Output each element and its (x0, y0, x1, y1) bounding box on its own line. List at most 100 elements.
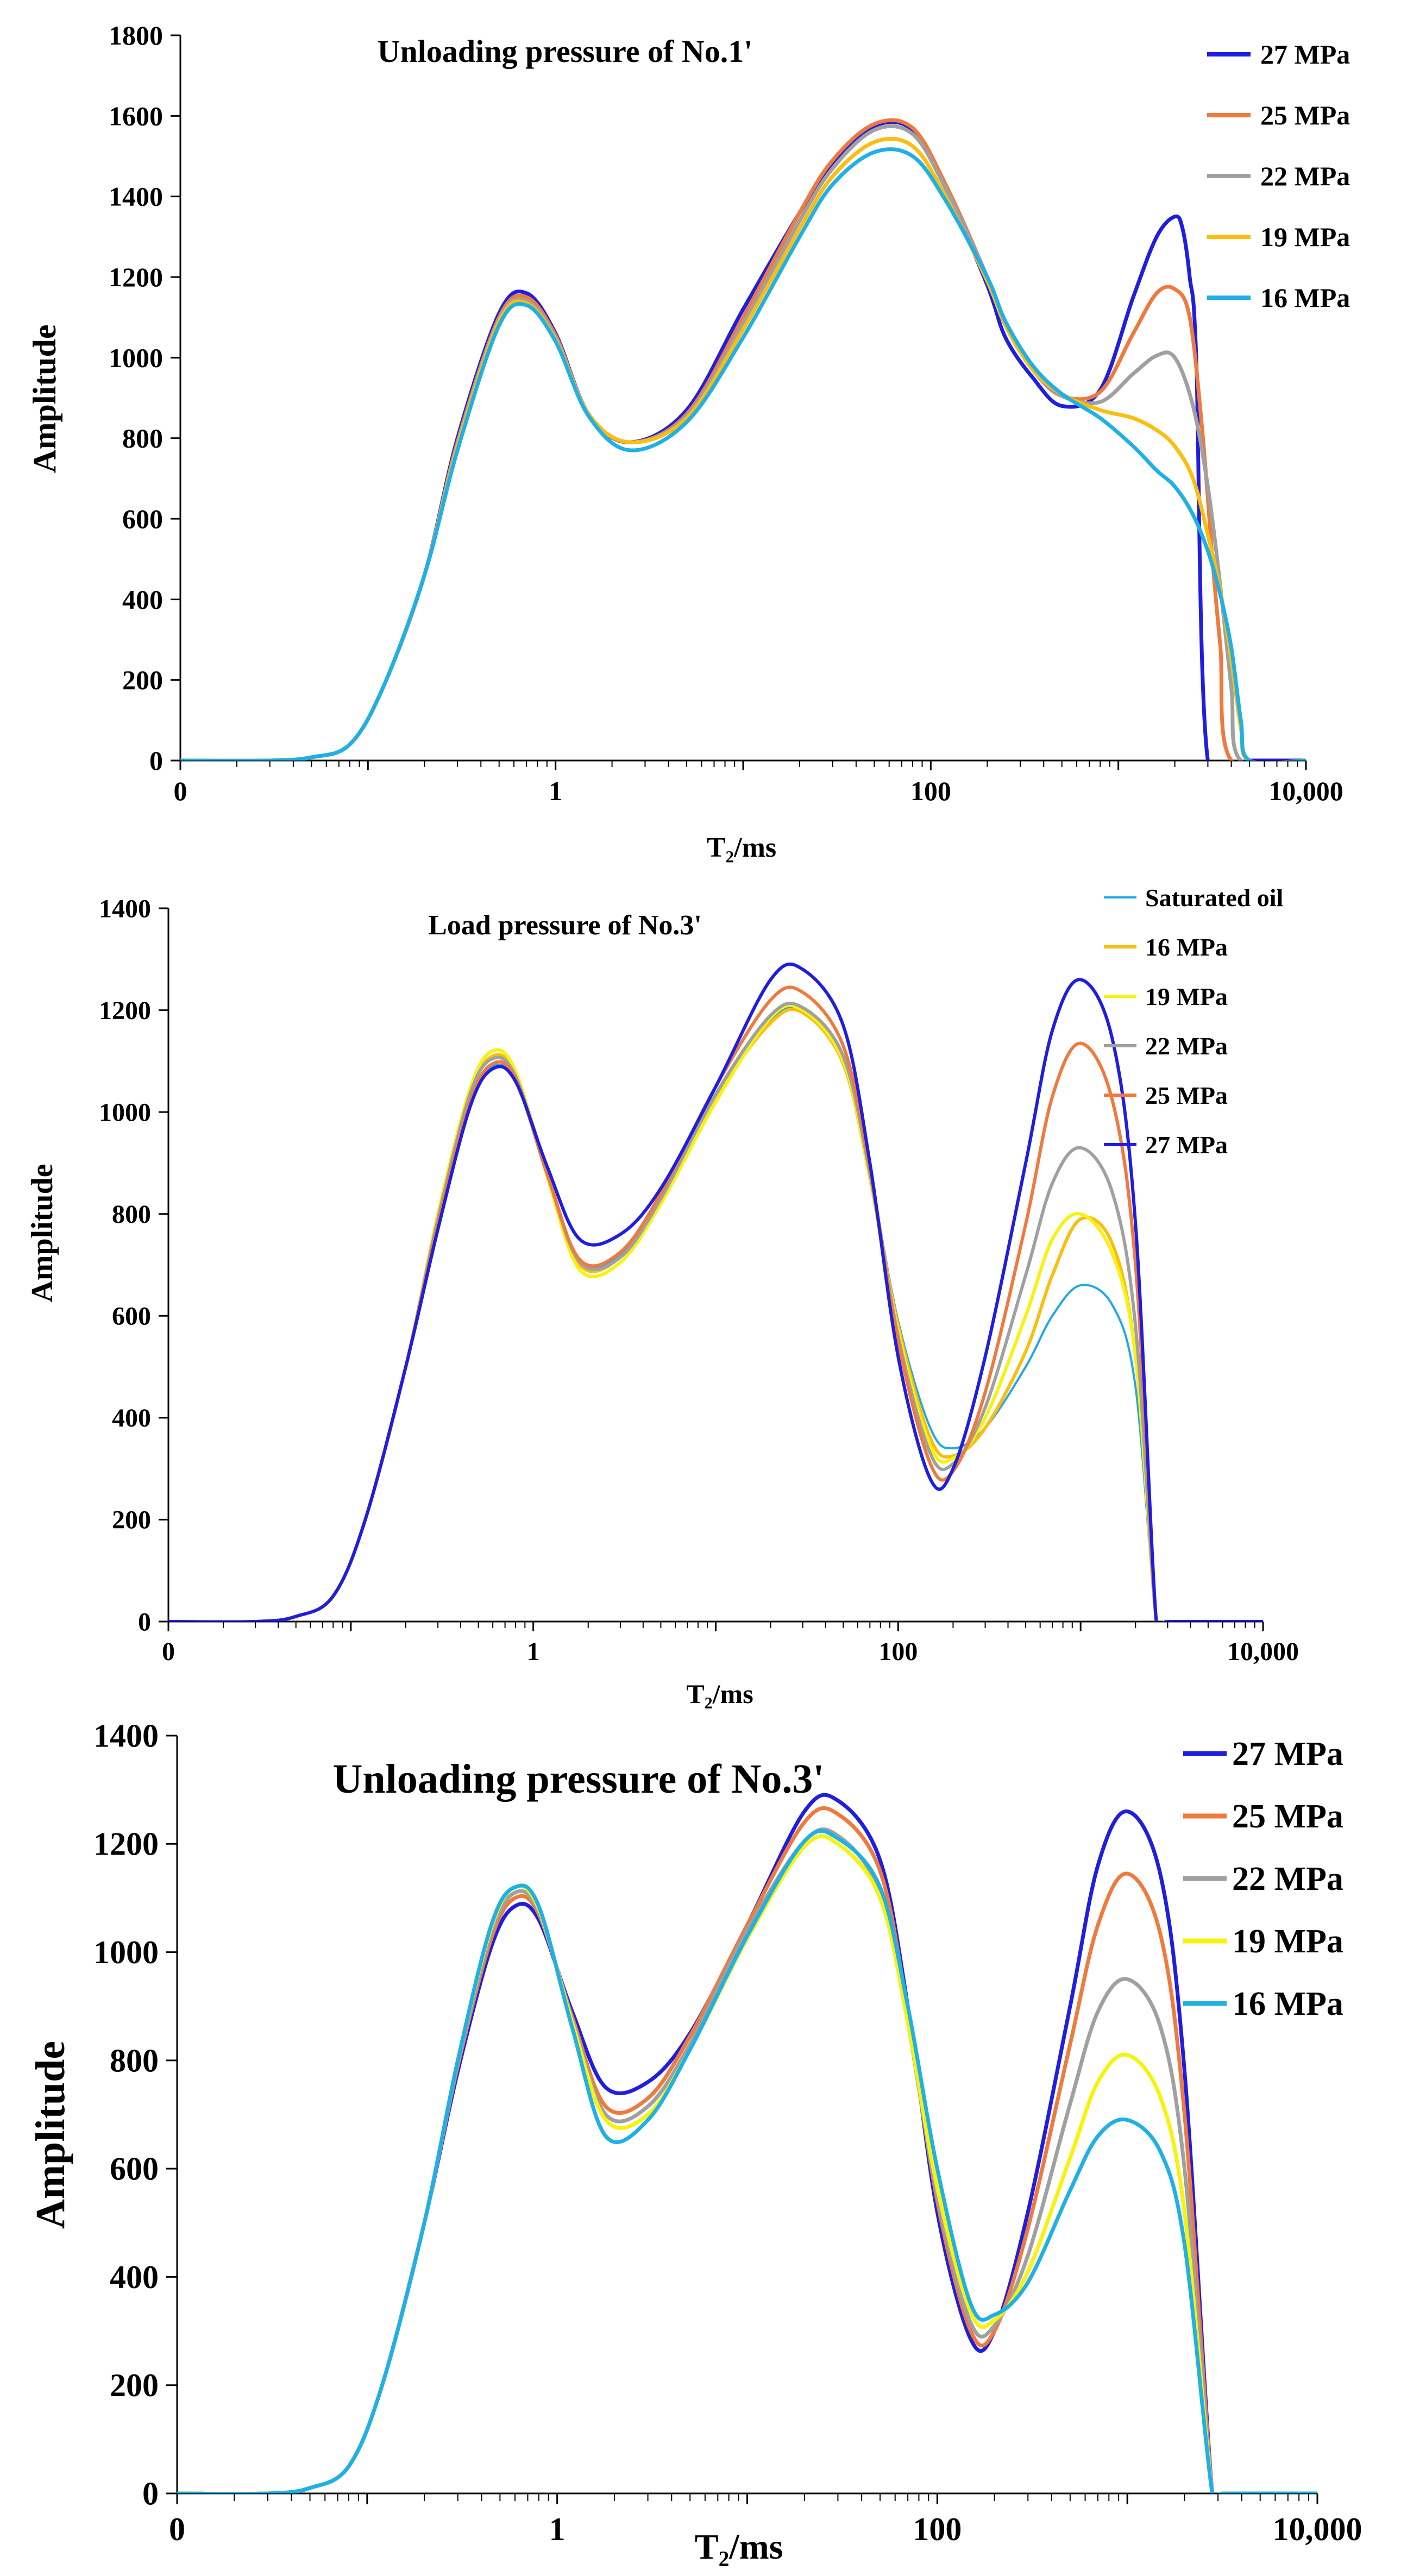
legend-label: 16 MPa (1260, 282, 1350, 313)
legend-item: 22 MPa (1207, 161, 1350, 191)
legend-label: 27 MPa (1232, 1736, 1343, 1773)
panel-3-y-ticks: 0 200 400 600 800 1000 1200 1400 (93, 1718, 177, 2511)
legend-label: 19 MPa (1232, 1923, 1343, 1960)
panel-1-x-axis-label: T₂/ms (707, 832, 776, 863)
series-line-16-mpa (180, 147, 1306, 761)
series-line-22-mpa (180, 124, 1306, 761)
legend-label: 22 MPa (1145, 1032, 1228, 1060)
legend-item: 22 MPa (1104, 1032, 1228, 1060)
y-tick-label: 600 (122, 504, 163, 534)
y-tick-label: 400 (112, 1404, 151, 1432)
panel-2-y-axis-label: Amplitude (26, 1164, 59, 1302)
panel-2-legend: Saturated oil 16 MPa 19 MPa 22 MPa 25 MP… (1104, 884, 1283, 1159)
legend-item: 25 MPa (1207, 100, 1350, 130)
series-line-27-mpa (168, 962, 1263, 1622)
y-tick-label: 1000 (93, 1934, 159, 1970)
panel-2-x-axis-label: T₂/ms (686, 1679, 753, 1709)
x-tick-label: 0 (169, 2511, 185, 2547)
panel-3-series (177, 1793, 1317, 2493)
panel-2-axis-lines (167, 908, 1263, 1623)
legend-label: 16 MPa (1145, 933, 1228, 961)
panel-2-title: Load pressure of No.3' (428, 910, 702, 941)
y-tick-label: 1400 (99, 894, 151, 923)
legend-item: 25 MPa (1104, 1082, 1228, 1109)
y-tick-label: 0 (149, 745, 163, 776)
legend-label: 27 MPa (1145, 1131, 1228, 1159)
panel-2-y-ticks: 0 200 400 600 800 1000 1200 1400 (99, 894, 168, 1636)
panel-load-no3: 0 200 400 600 800 1000 1200 1400 0 1 100 10,000 Lo… (26, 884, 1299, 1709)
x-tick-label: 0 (162, 1637, 175, 1666)
panel-2-series (168, 962, 1263, 1622)
panel-1-y-axis-label: Amplitude (27, 324, 62, 473)
legend-item: 27 MPa (1104, 1131, 1228, 1159)
legend-item: 16 MPa (1183, 1986, 1343, 2022)
legend-item: 19 MPa (1104, 983, 1228, 1010)
legend-item: 22 MPa (1183, 1861, 1343, 1898)
y-tick-label: 1400 (93, 1718, 159, 1754)
y-tick-label: 800 (112, 1200, 151, 1229)
series-line-27-mpa (177, 1793, 1317, 2493)
x-tick-label: 10,000 (1273, 2511, 1362, 2547)
panel-1-title: Unloading pressure of No.1' (378, 34, 753, 69)
panel-1-series (180, 118, 1306, 761)
y-tick-label: 1800 (109, 20, 163, 51)
legend-label: 25 MPa (1232, 1798, 1343, 1835)
x-tick-label: 0 (174, 776, 187, 806)
y-tick-label: 200 (110, 2367, 159, 2403)
series-line-16-mpa (177, 1829, 1317, 2493)
x-tick-label: 1 (527, 1637, 540, 1666)
y-tick-label: 600 (110, 2151, 159, 2187)
y-tick-label: 1600 (109, 100, 163, 131)
panel-unloading-no1: 0 200 400 600 800 1000 1200 1400 1600 1800 0 1 100 1… (27, 20, 1350, 863)
x-tick-label: 1 (549, 2511, 566, 2547)
panel-1-axis-lines (179, 35, 1306, 762)
legend-item: 25 MPa (1183, 1798, 1343, 1835)
legend-item: 16 MPa (1207, 282, 1350, 313)
legend-item: Saturated oil (1104, 884, 1283, 912)
panel-unloading-no3: 0 200 400 600 800 1000 1200 1400 0 1 100 10,000 Un… (28, 1718, 1362, 2567)
legend-label: 22 MPa (1232, 1861, 1343, 1898)
x-tick-label: 1 (549, 776, 562, 806)
panel-3-y-axis-label: Amplitude (28, 2041, 73, 2229)
y-tick-label: 1200 (93, 1826, 159, 1862)
y-tick-label: 0 (142, 2476, 159, 2511)
panel-3-title: Unloading pressure of No.3' (332, 1756, 824, 1802)
y-tick-label: 400 (110, 2259, 159, 2295)
panel-2-x-ticks: 0 1 100 10,000 (162, 1622, 1299, 1666)
series-line-19-mpa (168, 1003, 1263, 1622)
y-tick-label: 800 (122, 423, 163, 454)
y-tick-label: 800 (110, 2043, 159, 2078)
y-tick-label: 1200 (99, 996, 151, 1025)
y-tick-label: 200 (112, 1506, 151, 1535)
legend-item: 16 MPa (1104, 933, 1228, 961)
panel-3-x-ticks: 0 1 100 10,000 (169, 2493, 1362, 2547)
panel-1-y-ticks: 0 200 400 600 800 1000 1200 1400 1600 1800 (109, 20, 180, 776)
legend-label: 19 MPa (1145, 983, 1228, 1010)
legend-label: 27 MPa (1260, 39, 1350, 70)
y-tick-label: 200 (122, 665, 163, 695)
legend-item: 27 MPa (1183, 1736, 1343, 1773)
y-tick-label: 1400 (109, 181, 163, 212)
legend-label: 25 MPa (1145, 1082, 1228, 1109)
panel-1-x-ticks: 0 1 100 10,000 (174, 761, 1343, 806)
series-line-25-mpa (180, 118, 1306, 761)
x-tick-label: 10,000 (1227, 1637, 1299, 1666)
legend-label: 16 MPa (1232, 1986, 1343, 2022)
legend-label: 22 MPa (1260, 161, 1350, 191)
y-tick-label: 400 (122, 584, 163, 614)
x-tick-label: 100 (910, 776, 951, 806)
x-tick-label: 100 (878, 1637, 918, 1666)
legend-item: 27 MPa (1207, 39, 1350, 70)
panel-3-x-axis-label: T₂/ms (695, 2527, 783, 2567)
legend-item: 19 MPa (1183, 1923, 1343, 1960)
y-tick-label: 1200 (109, 262, 163, 292)
panel-3-axis-lines (176, 1736, 1317, 2495)
y-tick-label: 600 (112, 1302, 151, 1331)
legend-label: Saturated oil (1145, 884, 1283, 912)
panel-3-legend: 27 MPa 25 MPa 22 MPa 19 MPa 16 MPa (1183, 1736, 1343, 2022)
x-tick-label: 100 (913, 2511, 962, 2547)
series-line-27-mpa (180, 120, 1306, 761)
y-tick-label: 0 (138, 1607, 151, 1636)
legend-label: 25 MPa (1260, 100, 1350, 130)
